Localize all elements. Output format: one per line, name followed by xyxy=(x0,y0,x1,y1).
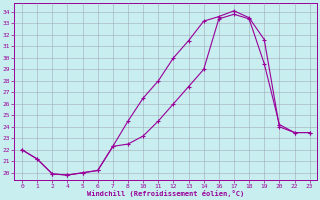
X-axis label: Windchill (Refroidissement éolien,°C): Windchill (Refroidissement éolien,°C) xyxy=(87,190,244,197)
